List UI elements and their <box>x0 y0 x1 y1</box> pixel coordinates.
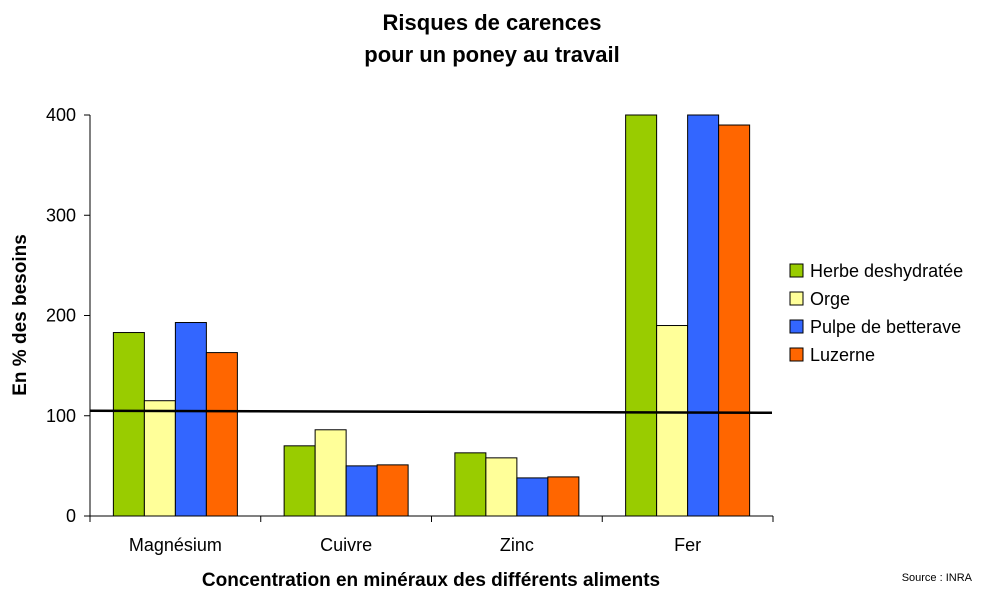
y-tick-label: 300 <box>46 205 76 225</box>
reference-line-100 <box>89 409 773 414</box>
legend-swatch <box>789 347 804 362</box>
bar-magn-sium-herbe-deshydrat-e <box>112 332 145 517</box>
legend-label: Pulpe de betterave <box>810 317 961 337</box>
bar-magn-sium-orge <box>143 400 176 517</box>
bar-cuivre-herbe-deshydrat-e <box>283 445 316 517</box>
legend-label: Orge <box>810 289 850 309</box>
legend-label: Herbe deshydratée <box>810 261 963 281</box>
y-tick-label: 400 <box>46 105 76 125</box>
x-tick-label: Magnésium <box>129 535 222 555</box>
bar-fer-orge <box>656 325 689 517</box>
legend-label: Luzerne <box>810 345 875 365</box>
bar-fer-luzerne <box>718 124 751 517</box>
bar-fer-herbe-deshydrat-e <box>625 114 658 517</box>
bar-magn-sium-luzerne <box>205 352 238 517</box>
bars-layer <box>112 114 751 517</box>
x-tick-label: Cuivre <box>320 535 372 555</box>
legend-swatch <box>789 291 804 306</box>
x-axis-title: Concentration en minéraux des différents… <box>202 570 660 591</box>
bar-zinc-luzerne <box>547 476 580 517</box>
x-tick-label: Fer <box>674 535 701 555</box>
bar-zinc-pulpe-de-betterave <box>516 477 549 517</box>
bar-zinc-herbe-deshydrat-e <box>454 452 487 517</box>
legend: Herbe deshydratée Orge Pulpe de betterave L… <box>789 261 963 365</box>
axes-layer: 0 100 200 300 400 Magnésium Cuivre Zinc Fer <box>46 105 774 555</box>
bar-cuivre-luzerne <box>376 464 409 517</box>
y-axis-title: En % des besoins <box>10 234 31 396</box>
legend-swatch <box>789 319 804 334</box>
y-tick-label: 0 <box>66 506 76 526</box>
bar-cuivre-orge <box>314 429 347 517</box>
x-tick-label: Zinc <box>500 535 534 555</box>
y-tick-label: 100 <box>46 406 76 426</box>
chart-title-line-1: Risques de carences <box>383 10 602 35</box>
y-tick-label: 200 <box>46 306 76 326</box>
chart-title-line-2: pour un poney au travail <box>364 42 619 67</box>
bar-cuivre-pulpe-de-betterave <box>345 465 378 517</box>
bar-fer-pulpe-de-betterave <box>687 114 720 517</box>
bar-zinc-orge <box>485 457 518 517</box>
source-note: Source : INRA <box>902 572 973 584</box>
legend-swatch <box>789 263 804 278</box>
bar-magn-sium-pulpe-de-betterave <box>174 322 207 517</box>
reference-line-layer <box>89 409 773 414</box>
